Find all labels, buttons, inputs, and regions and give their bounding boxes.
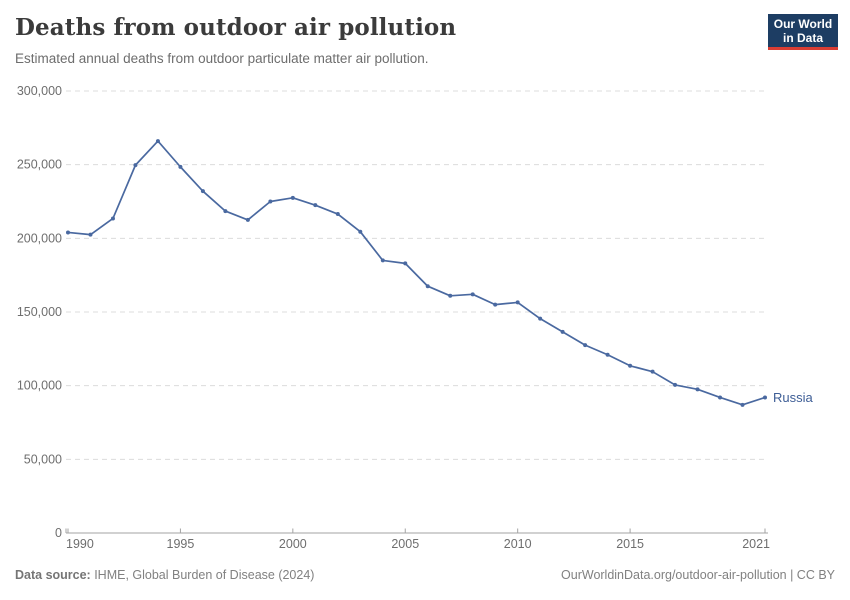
data-point xyxy=(403,261,408,266)
y-axis-tick-label: 250,000 xyxy=(17,158,62,172)
data-point xyxy=(66,230,70,235)
data-point xyxy=(245,217,250,222)
owid-logo-line2: in Data xyxy=(782,30,823,45)
data-point xyxy=(313,203,318,208)
y-axis-tick-label: 0 xyxy=(55,526,62,540)
data-point xyxy=(740,402,745,407)
page-subtitle: Estimated annual deaths from outdoor par… xyxy=(15,51,429,66)
series-label-russia: Russia xyxy=(773,390,814,405)
data-point xyxy=(650,369,655,374)
x-axis-tick-label: 2005 xyxy=(391,537,419,551)
x-axis-tick-label: 2000 xyxy=(279,537,307,551)
data-point xyxy=(763,395,767,400)
data-point xyxy=(538,316,543,321)
citation-link: OurWorldinData.org/outdoor-air-pollution… xyxy=(561,568,835,582)
data-point xyxy=(583,343,588,348)
x-axis-tick-label: 2015 xyxy=(616,537,644,551)
y-axis-tick-label: 100,000 xyxy=(17,379,62,393)
data-point xyxy=(718,395,723,400)
owid-logo-line1: Our World xyxy=(773,16,833,31)
data-point xyxy=(560,329,565,334)
data-point xyxy=(448,293,453,298)
data-point xyxy=(88,232,93,237)
y-axis-tick-label: 300,000 xyxy=(17,84,62,98)
data-point xyxy=(178,164,183,169)
data-point xyxy=(673,382,678,387)
x-axis-tick-label: 2021 xyxy=(742,537,770,551)
data-point xyxy=(470,292,475,297)
trend-line-russia xyxy=(67,140,766,406)
data-source-label: Data source: xyxy=(15,568,91,582)
data-point xyxy=(515,300,520,305)
data-point xyxy=(628,363,633,368)
data-point xyxy=(155,139,160,144)
data-point xyxy=(110,216,115,221)
data-point xyxy=(290,195,295,200)
data-point xyxy=(493,302,498,307)
data-point xyxy=(358,229,363,234)
data-point xyxy=(695,387,700,392)
x-axis-tick-label: 1990 xyxy=(66,537,94,551)
y-axis-tick-label: 200,000 xyxy=(17,231,62,245)
data-point xyxy=(133,163,138,168)
data-point xyxy=(605,352,610,357)
owid-logo: Our World in Data xyxy=(768,14,838,50)
y-axis-tick-label: 150,000 xyxy=(17,305,62,319)
data-point xyxy=(380,258,385,263)
x-axis-tick-label: 1995 xyxy=(167,537,195,551)
data-point xyxy=(268,199,273,204)
chart-footer: Data source: IHME, Global Burden of Dise… xyxy=(15,568,835,582)
data-point xyxy=(425,284,430,289)
x-axis-tick-label: 2010 xyxy=(504,537,532,551)
data-point xyxy=(335,212,340,217)
y-axis-tick-label: 50,000 xyxy=(24,452,62,466)
data-point xyxy=(223,209,228,214)
data-source-value: IHME, Global Burden of Disease (2024) xyxy=(90,568,315,582)
data-point xyxy=(200,189,205,194)
page-title: Deaths from outdoor air pollution xyxy=(15,14,457,41)
data-source: Data source: IHME, Global Burden of Dise… xyxy=(15,568,314,582)
